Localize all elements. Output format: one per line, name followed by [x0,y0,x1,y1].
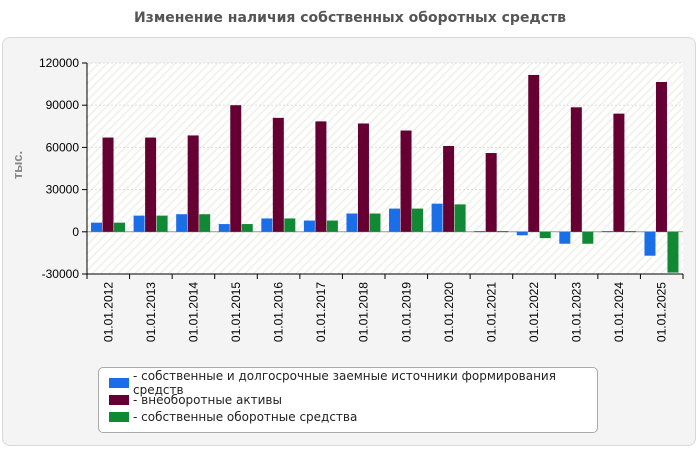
x-tick-label: 01.01.2013 [144,282,158,342]
bar [346,213,358,232]
bar [230,105,242,232]
axes [82,62,684,279]
bar [261,218,273,232]
bar [326,220,338,232]
bar [516,231,528,236]
x-tick-label: 01.01.2024 [612,282,626,342]
bar [667,231,679,273]
legend-label-noncurrent-assets: - внеоборотные активы [133,392,282,407]
x-tick-label: 01.01.2015 [229,282,243,342]
y-tick-label: 60000 [46,140,80,154]
bar [199,214,211,232]
bar [145,137,157,232]
bar [114,222,126,232]
bar [559,231,571,244]
bar [389,208,401,232]
legend-item-sources: - собственные и долгосрочные заемные ист… [109,369,587,397]
legend-swatch-sources [109,377,129,388]
bar [303,220,315,232]
bar [272,117,284,232]
bar [431,203,443,232]
bar [218,224,230,232]
y-axis-label: тыс. [10,151,25,179]
bar [369,213,381,232]
legend-item-working-capital: - собственные оборотные средства [109,408,587,425]
x-tick-label: 01.01.2014 [186,282,200,342]
bar [102,137,114,232]
bar [156,215,168,232]
bars [91,74,679,273]
legend-label-sources: - собственные и долгосрочные заемные ист… [133,368,556,397]
x-tick-labels: 01.01.2012 01.01.2013 01.01.2014 01.01.2015… [101,282,668,342]
bar [485,153,497,232]
bar [241,224,253,232]
bar [474,231,486,233]
bar [284,218,296,232]
bar [497,231,509,233]
bar [315,121,327,232]
x-tick-label: 01.01.2021 [484,282,498,342]
bar [570,107,582,232]
legend-swatch-working-capital [109,411,129,422]
bar [176,214,188,232]
bar [400,130,412,232]
x-tick-label: 01.01.2020 [442,282,456,342]
legend-label-working-capital: - собственные оборотные средства [133,409,358,424]
legend: - собственные и долгосрочные заемные ист… [98,367,598,433]
bar [539,231,551,239]
x-tick-label: 01.01.2016 [272,282,286,342]
bar [133,215,145,232]
bar [528,74,540,232]
bar [443,145,455,232]
bar [91,222,103,232]
plot-area [87,63,683,274]
bar [655,81,667,232]
bar [412,208,424,232]
y-tick-label: -30000 [42,267,80,281]
bar [454,204,466,232]
bar [613,113,625,232]
x-tick-label: 01.01.2025 [655,282,669,342]
y-tick-label: 30000 [46,183,80,197]
legend-item-noncurrent-assets: - внеоборотные активы [109,391,587,408]
y-tick-label: 120000 [39,56,79,70]
bar [624,231,636,233]
bar [601,231,613,233]
x-tick-label: 01.01.2017 [314,282,328,342]
bar [582,231,594,244]
x-tick-label: 01.01.2023 [570,282,584,342]
bar [357,123,369,232]
x-tick-label: 01.01.2019 [399,282,413,342]
x-tick-label: 01.01.2012 [101,282,115,342]
y-tick-label: 90000 [46,98,80,112]
chart-title: Изменение наличия собственных оборотных … [133,10,567,26]
bar [187,135,199,232]
x-tick-label: 01.01.2018 [357,282,371,342]
y-tick-labels: -30000 0 30000 60000 90000 120000 [39,56,79,281]
y-tick-label: 0 [72,225,79,239]
bar [644,231,656,256]
legend-swatch-noncurrent-assets [109,394,129,405]
x-tick-label: 01.01.2022 [527,282,541,342]
